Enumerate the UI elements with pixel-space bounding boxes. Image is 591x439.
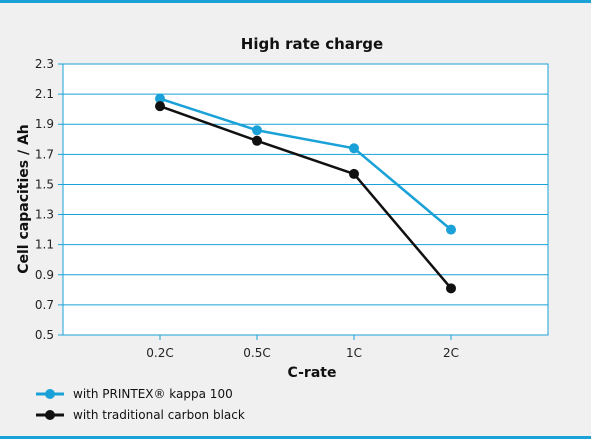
legend-swatch-marker	[45, 410, 55, 420]
legend-label-series-2: with traditional carbon black	[73, 408, 245, 422]
y-tick-label: 0.9	[35, 268, 54, 282]
x-tick-labels: 0.2C 0.5C 1C 2C	[146, 335, 459, 360]
gridlines	[58, 63, 548, 336]
x-tick-label: 2C	[443, 346, 459, 360]
legend-swatch-marker	[45, 389, 55, 399]
data-point	[252, 135, 262, 146]
y-axis-label: Cell capacities / Ah	[16, 124, 32, 274]
chart-title: High rate charge	[241, 35, 383, 53]
y-tick-label: 1.5	[35, 177, 54, 191]
y-tick-label: 2.3	[35, 57, 54, 71]
data-point	[349, 143, 359, 154]
x-tick-label: 0.2C	[146, 346, 173, 360]
x-axis-label: C-rate	[288, 365, 337, 381]
data-point	[446, 283, 456, 294]
series-lines	[155, 93, 456, 294]
data-point	[349, 168, 359, 179]
series-1	[155, 93, 456, 235]
data-point	[252, 125, 262, 136]
legend-item-series-1: with PRINTEX® kappa 100	[36, 387, 233, 401]
plot-area	[62, 63, 549, 336]
series-2	[155, 101, 456, 294]
legend: with PRINTEX® kappa 100 with traditional…	[36, 387, 245, 422]
y-tick-label: 2.1	[35, 87, 54, 101]
legend-item-series-2: with traditional carbon black	[36, 408, 245, 422]
data-point	[155, 101, 165, 112]
y-tick-label: 1.1	[35, 238, 54, 252]
y-tick-label: 1.9	[35, 117, 54, 131]
data-point	[446, 224, 456, 235]
legend-label-series-1: with PRINTEX® kappa 100	[73, 387, 233, 401]
x-tick-label: 0.5C	[243, 346, 270, 360]
y-tick-label: 1.7	[35, 147, 54, 161]
series-line	[159, 104, 452, 290]
series-line	[159, 97, 452, 231]
data-point	[155, 93, 165, 104]
y-tick-label: 1.3	[35, 208, 54, 222]
y-tick-label: 0.7	[35, 298, 54, 312]
x-tick-label: 1C	[346, 346, 362, 360]
chart-canvas: High rate charge 2.3 2.1 1.9 1.7 1.5 1.3 1.1 0.…	[16, 35, 549, 422]
y-tick-labels: 2.3 2.1 1.9 1.7 1.5 1.3 1.1 0.9 0.7 0.5	[35, 57, 54, 342]
y-tick-label: 0.5	[35, 328, 54, 342]
